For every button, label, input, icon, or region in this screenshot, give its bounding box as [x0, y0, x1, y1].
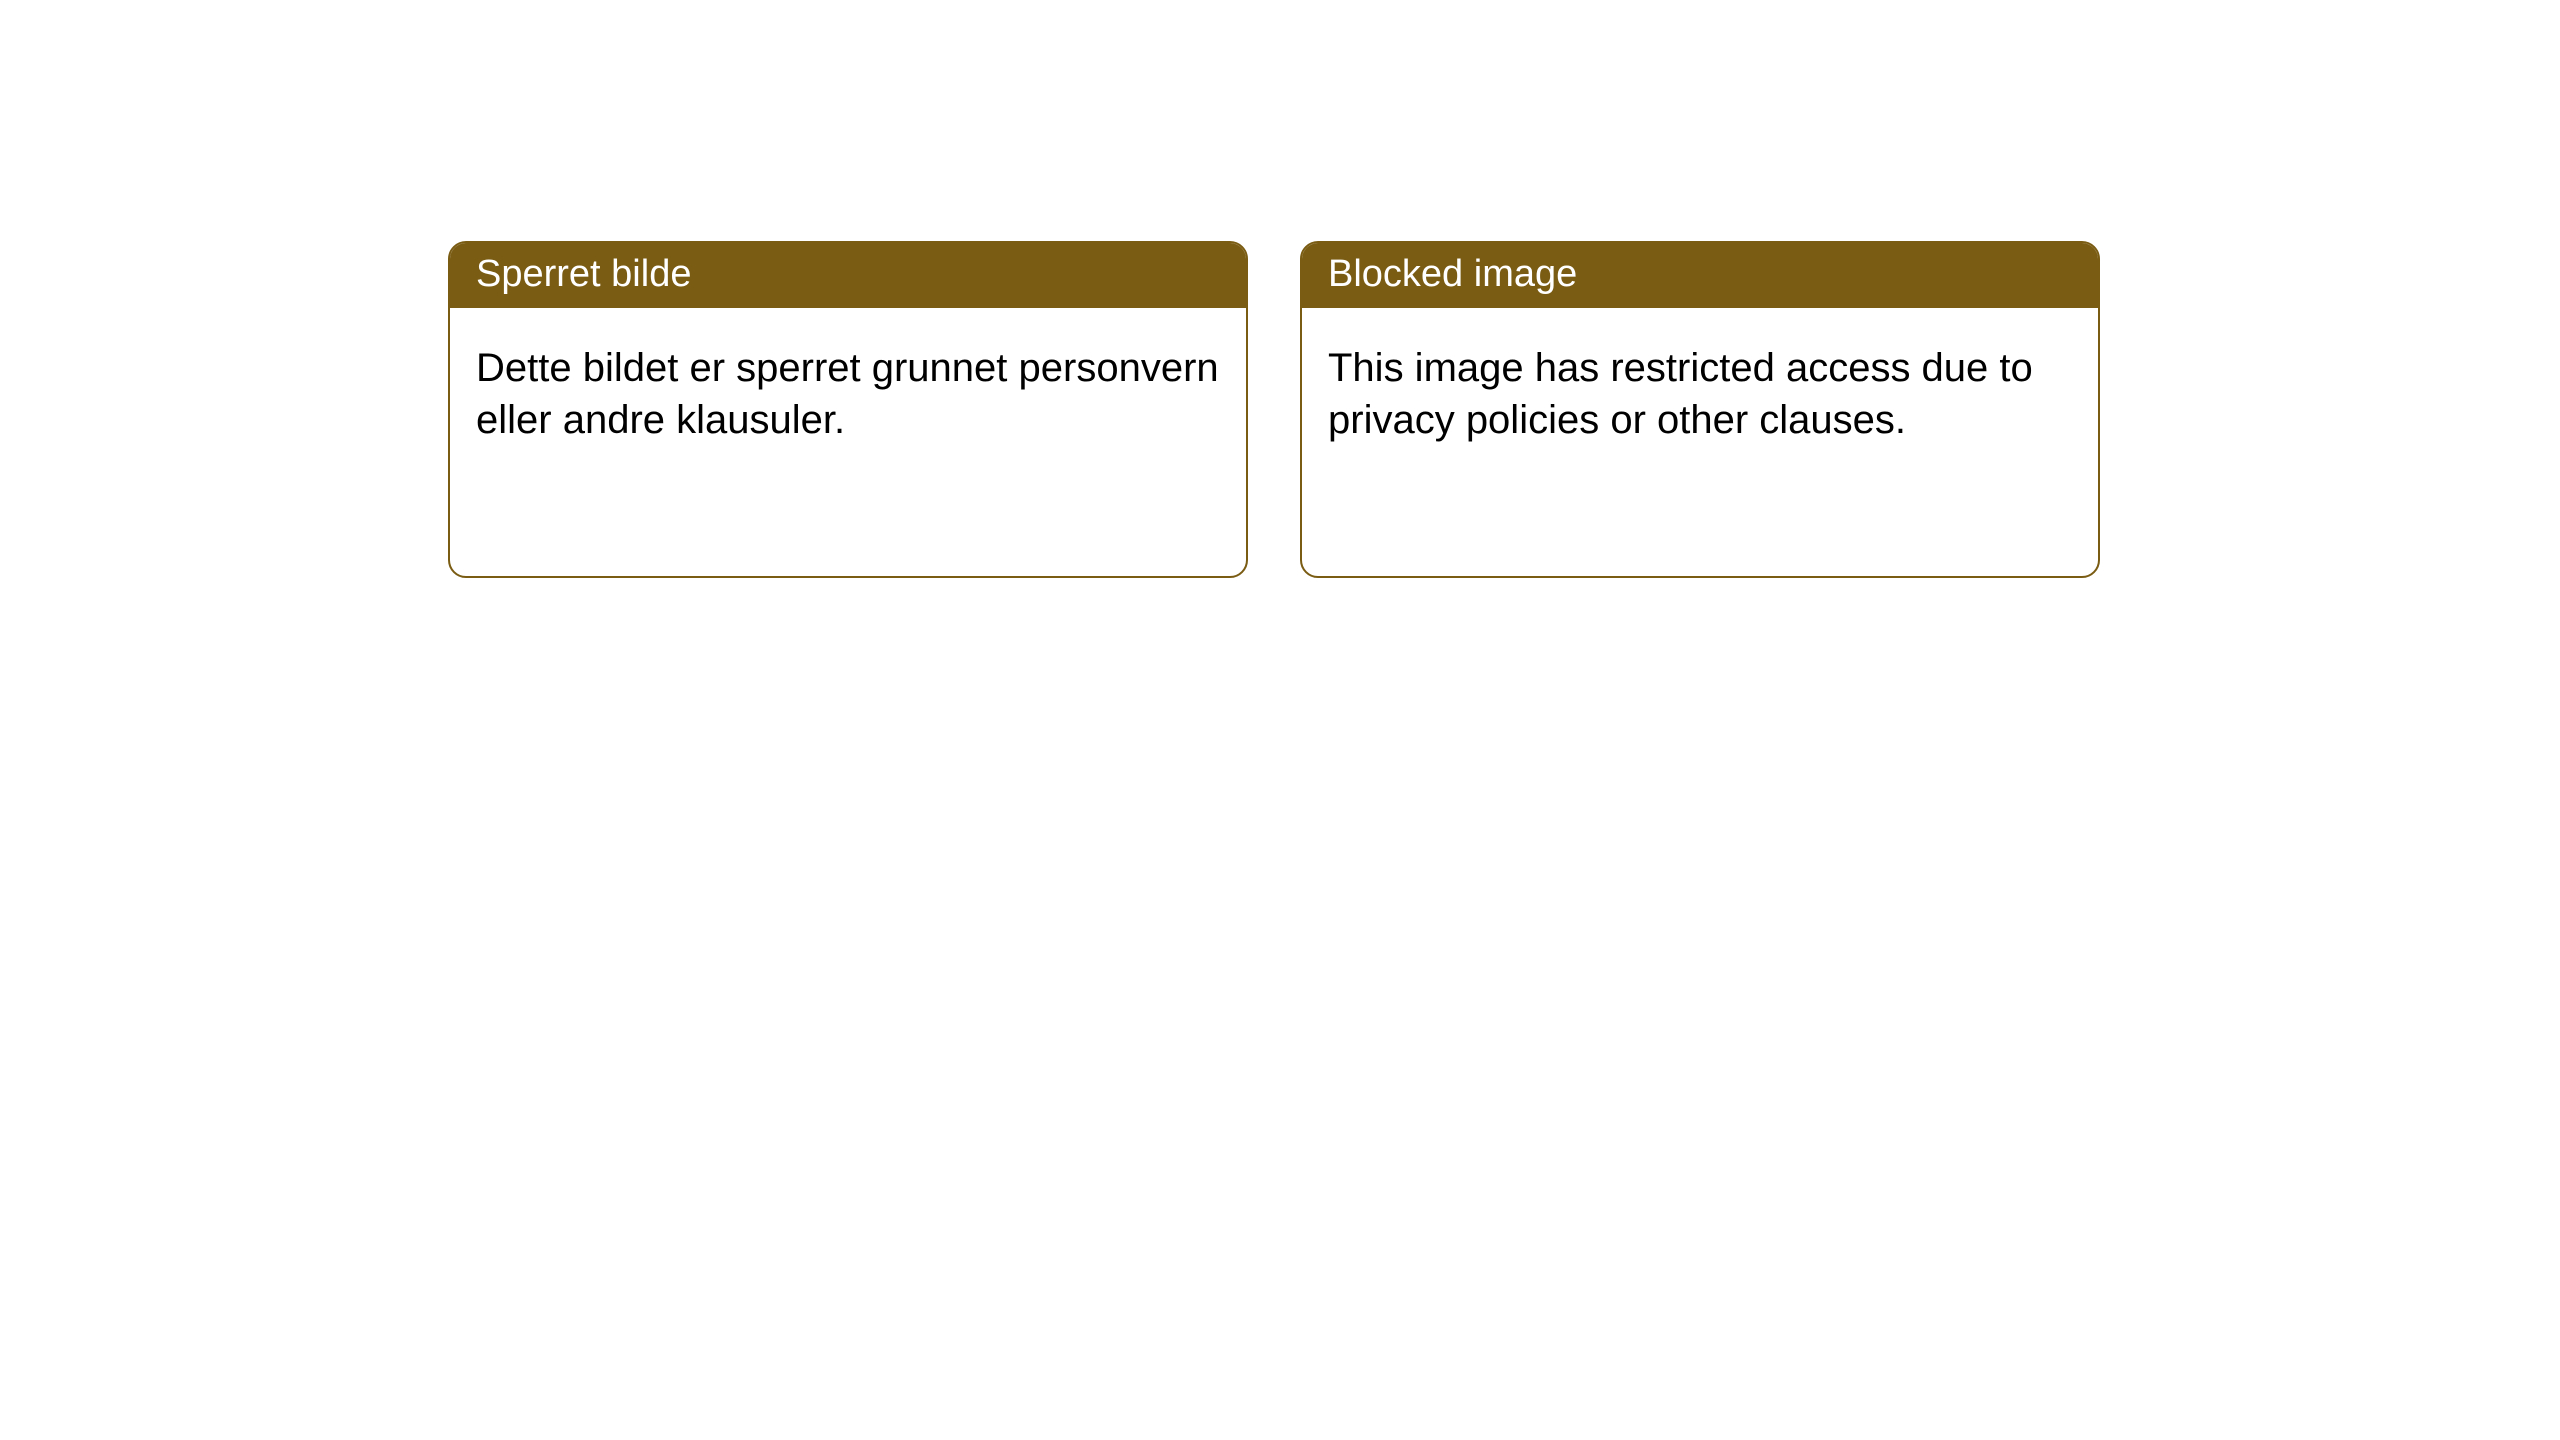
- notice-container: Sperret bilde Dette bildet er sperret gr…: [0, 0, 2560, 578]
- notice-body-norwegian: Dette bildet er sperret grunnet personve…: [450, 308, 1246, 480]
- notice-body-english: This image has restricted access due to …: [1302, 308, 2098, 480]
- notice-header-norwegian: Sperret bilde: [450, 243, 1246, 308]
- notice-header-english: Blocked image: [1302, 243, 2098, 308]
- notice-card-norwegian: Sperret bilde Dette bildet er sperret gr…: [448, 241, 1248, 578]
- notice-card-english: Blocked image This image has restricted …: [1300, 241, 2100, 578]
